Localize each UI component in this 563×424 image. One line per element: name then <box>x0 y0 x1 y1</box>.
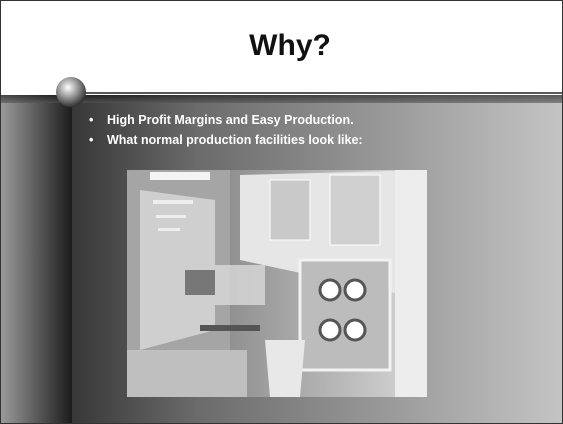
bullet-marker: • <box>89 133 93 147</box>
bullet-marker: • <box>89 113 93 127</box>
bullet-text: High Profit Margins and Easy Production. <box>107 113 354 127</box>
facility-photo <box>127 170 427 397</box>
slide: Why? • High Profit Margins and Easy Prod… <box>0 0 563 424</box>
slide-title: Why? <box>249 29 331 62</box>
left-strip <box>1 95 72 423</box>
bullet-text: What normal production facilities look l… <box>107 133 363 147</box>
sphere-ornament <box>56 77 86 107</box>
